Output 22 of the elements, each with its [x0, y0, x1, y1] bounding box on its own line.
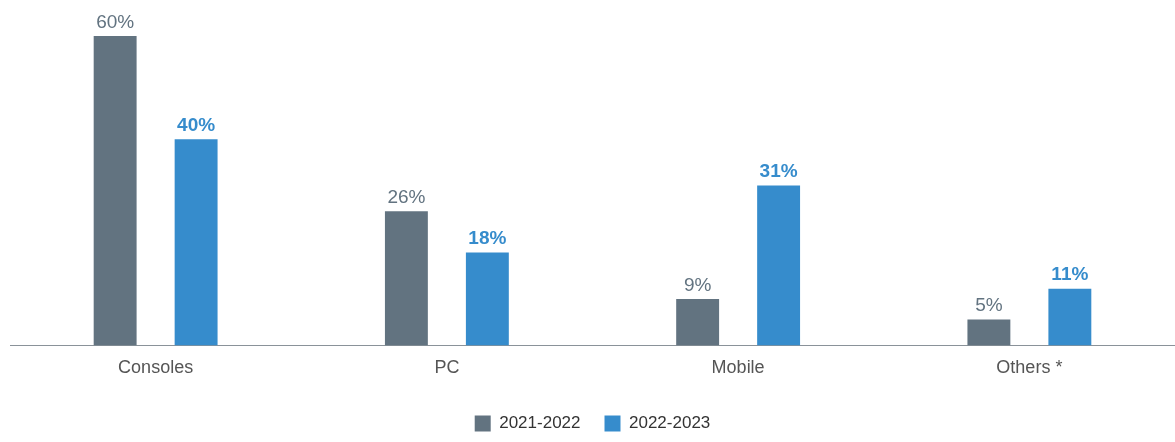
bar [465, 252, 509, 346]
data-label: 5% [975, 294, 1003, 316]
legend-label: 2022-2023 [629, 413, 711, 433]
bar [174, 139, 218, 346]
x-tick-label: PC [434, 357, 460, 378]
data-label: 11% [1051, 263, 1089, 285]
data-label: 18% [468, 227, 507, 249]
x-tick-label: Mobile [711, 357, 765, 378]
bar [93, 36, 137, 346]
x-tick-label: Others * [996, 357, 1063, 378]
data-label: 26% [387, 186, 426, 208]
data-label: 40% [177, 113, 216, 135]
bar [384, 211, 428, 346]
bar [967, 319, 1011, 346]
data-label: 60% [96, 10, 135, 32]
bar [676, 298, 720, 346]
data-label: 31% [759, 160, 798, 182]
data-label: 9% [683, 273, 712, 295]
x-tick-label: Consoles [118, 357, 194, 378]
bar [1048, 288, 1092, 346]
legend-label: 2021-2022 [499, 413, 581, 433]
bar [757, 185, 801, 346]
